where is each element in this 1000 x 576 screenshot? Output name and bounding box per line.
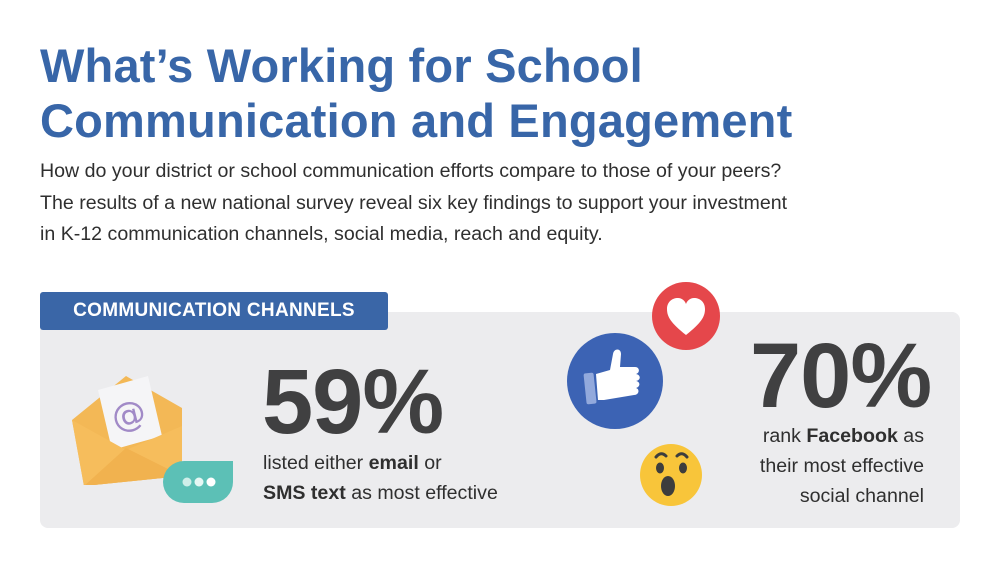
heart-icon (652, 282, 720, 350)
email-desc-text: or (418, 452, 442, 474)
sms-desc-text: as most effective (345, 482, 498, 504)
chat-bubble-icon (163, 461, 233, 503)
email-desc-bold: email (368, 452, 419, 474)
section-label: COMMUNICATION CHANNELS (40, 292, 388, 330)
email-desc-text: listed either (263, 452, 369, 474)
email-stat-description: listed either email or SMS text as most … (263, 448, 498, 508)
title-line-2: Communication and Engagement (40, 94, 793, 147)
facebook-stat-value: 70% (750, 325, 932, 427)
facebook-desc-line-3: social channel (799, 485, 924, 507)
intro-line-3: in K-12 communication channels, social m… (40, 223, 603, 245)
sms-desc-bold: SMS text (263, 482, 346, 504)
email-stat-value: 59% (262, 351, 444, 453)
intro-paragraph: How do your district or school communica… (40, 156, 970, 251)
facebook-desc-line-2: their most effective (759, 455, 924, 477)
envelope-at-icon: @ (72, 376, 182, 485)
wow-face-icon (640, 444, 702, 506)
facebook-desc-bold: Facebook (806, 425, 898, 447)
facebook-stat-description: rank Facebook as their most effective so… (710, 421, 924, 511)
thumbs-up-icon (567, 333, 663, 429)
intro-line-2: The results of a new national survey rev… (40, 191, 788, 214)
facebook-desc-text: rank (762, 425, 807, 447)
intro-line-1: How do your district or school communica… (40, 160, 782, 182)
facebook-desc-text: as (897, 425, 924, 447)
title-line-1: What’s Working for School (40, 39, 643, 92)
page-title: What’s Working for School Communication … (40, 38, 792, 148)
